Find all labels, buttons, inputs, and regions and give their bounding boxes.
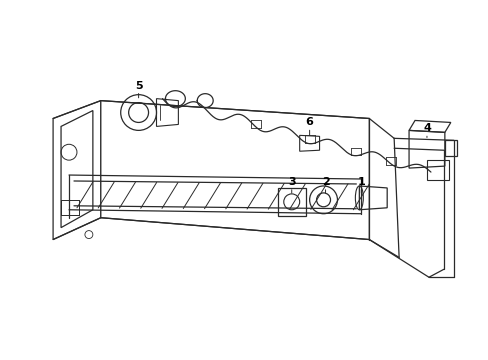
Text: 4: 4 bbox=[422, 123, 430, 138]
Text: 6: 6 bbox=[305, 117, 313, 136]
Polygon shape bbox=[101, 100, 368, 239]
Text: 3: 3 bbox=[287, 177, 295, 193]
Text: 1: 1 bbox=[357, 177, 365, 193]
Text: 2: 2 bbox=[321, 177, 329, 193]
Text: 5: 5 bbox=[135, 81, 142, 98]
